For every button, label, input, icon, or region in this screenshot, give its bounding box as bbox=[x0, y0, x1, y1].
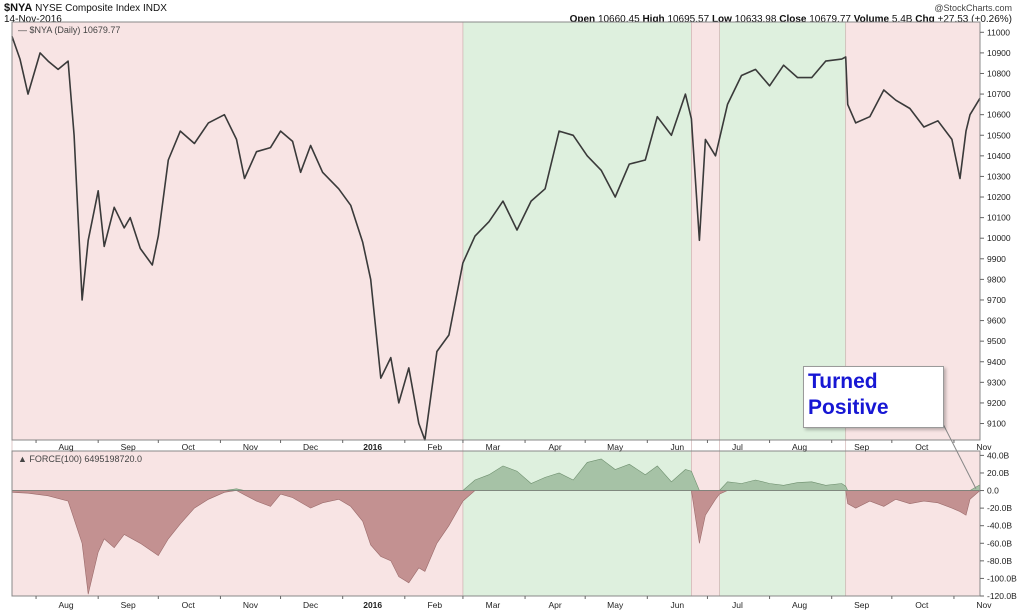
price-x-tick-label: 2016 bbox=[363, 442, 382, 452]
force-y-tick-label: 40.0B bbox=[987, 450, 1010, 460]
price-y-tick-label: 10900 bbox=[987, 48, 1011, 58]
force-x-tick-label: Nov bbox=[976, 600, 992, 610]
callout-pointer bbox=[940, 419, 977, 490]
price-y-tick-label: 9700 bbox=[987, 295, 1006, 305]
force-x-tick-label: Aug bbox=[58, 600, 73, 610]
price-y-tick-label: 9800 bbox=[987, 274, 1006, 284]
price-regime-band-1 bbox=[462, 22, 692, 440]
price-x-tick-label: Dec bbox=[303, 442, 319, 452]
open-value: 10660.45 bbox=[597, 14, 640, 25]
force-panel-frame bbox=[11, 450, 981, 597]
chart-date: 14-Nov-2016 bbox=[4, 14, 62, 25]
force-y-tick-label: 0.0 bbox=[987, 486, 999, 496]
high-label: High bbox=[642, 14, 665, 25]
force-x-tick-label: Nov bbox=[243, 600, 259, 610]
force-x-tick-label: Aug bbox=[792, 600, 807, 610]
price-y-tick-label: 10800 bbox=[987, 68, 1011, 78]
price-x-tick-label: Feb bbox=[427, 442, 442, 452]
force-regime-band-4 bbox=[845, 451, 980, 596]
price-x-tick-label: Sep bbox=[121, 442, 136, 452]
price-y-tick-label: 9900 bbox=[987, 254, 1006, 264]
price-x-tick-label: Oct bbox=[915, 442, 929, 452]
open-label: Open bbox=[569, 14, 596, 25]
price-x-tick-label: Nov bbox=[976, 442, 992, 452]
price-x-tick-label: Sep bbox=[854, 442, 869, 452]
low-value: 10633.98 bbox=[734, 14, 777, 25]
price-y-tick-label: 9300 bbox=[987, 377, 1006, 387]
force-x-tick-label: Jun bbox=[670, 600, 684, 610]
price-panel-frame bbox=[11, 21, 981, 441]
price-y-tick-label: 9400 bbox=[987, 357, 1006, 367]
price-y-tick-label: 10500 bbox=[987, 130, 1011, 140]
price-y-tick-label: 10700 bbox=[987, 89, 1011, 99]
price-y-tick-label: 9100 bbox=[987, 419, 1006, 429]
callout-line-1: Turned bbox=[808, 370, 878, 393]
force-x-tick-label: Dec bbox=[303, 600, 319, 610]
price-legend: — $NYA (Daily) 10679.77 bbox=[18, 25, 120, 35]
exchange: INDX bbox=[142, 3, 167, 14]
force-x-tick-label: Mar bbox=[486, 600, 501, 610]
volume-value: 5.4B bbox=[891, 14, 913, 25]
quote-summary: Open 10660.45 High 10695.57 Low 10633.98… bbox=[570, 14, 1012, 26]
price-y-tick-label: 10300 bbox=[987, 171, 1011, 181]
price-y-tick-label: 10200 bbox=[987, 192, 1011, 202]
price-y-tick-label: 10000 bbox=[987, 233, 1011, 243]
price-x-tick-label: Apr bbox=[548, 442, 561, 452]
force-y-tick-label: -80.0B bbox=[987, 556, 1012, 566]
price-y-tick-label: 10400 bbox=[987, 151, 1011, 161]
force-y-tick-label: 20.0B bbox=[987, 468, 1010, 478]
volume-label: Volume bbox=[853, 14, 890, 25]
force-regime-band-3 bbox=[719, 451, 846, 596]
chg-value: +27.53 (+0.26%) bbox=[937, 14, 1013, 25]
price-y-tick-label: 10600 bbox=[987, 110, 1011, 120]
price-y-tick-label: 11000 bbox=[987, 27, 1010, 37]
price-x-tick-label: Jun bbox=[670, 442, 684, 452]
force-regime-band-2 bbox=[691, 451, 720, 596]
high-value: 10695.57 bbox=[667, 14, 710, 25]
callout-line-2: Positive bbox=[808, 396, 889, 419]
force-x-tick-label: 2016 bbox=[363, 600, 382, 610]
price-y-tick-label: 9200 bbox=[987, 398, 1006, 408]
force-y-tick-label: -120.0B bbox=[987, 591, 1017, 601]
force-x-tick-label: May bbox=[607, 600, 624, 610]
index-name: NYSE Composite Index bbox=[35, 3, 141, 14]
force-y-tick-label: -20.0B bbox=[987, 503, 1012, 513]
low-label: Low bbox=[711, 14, 732, 25]
price-regime-band-2 bbox=[691, 22, 720, 440]
price-regime-band-0 bbox=[12, 22, 463, 440]
symbol: $NYA bbox=[4, 2, 33, 14]
price-x-tick-label: Aug bbox=[58, 442, 73, 452]
force-legend: ▲ FORCE(100) 6495198720.0 bbox=[18, 454, 142, 464]
price-line bbox=[11, 36, 981, 441]
force-y-tick-label: -60.0B bbox=[987, 538, 1012, 548]
close-value: 10679.77 bbox=[809, 14, 851, 25]
force-y-tick-label: -100.0B bbox=[987, 573, 1017, 583]
force-x-tick-label: Sep bbox=[121, 600, 136, 610]
price-x-tick-label: Aug bbox=[792, 442, 807, 452]
price-x-tick-label: Nov bbox=[243, 442, 259, 452]
chart-title: $NYA NYSE Composite Index INDX bbox=[4, 2, 167, 15]
chg-label: Chg bbox=[915, 14, 935, 25]
force-x-tick-label: Jul bbox=[732, 600, 743, 610]
force-x-tick-label: Feb bbox=[427, 600, 442, 610]
price-y-tick-label: 9600 bbox=[987, 316, 1006, 326]
force-x-tick-label: Oct bbox=[182, 600, 196, 610]
price-x-tick-label: Jul bbox=[732, 442, 743, 452]
turned-positive-callout: Turned Positive bbox=[803, 366, 944, 428]
force-x-tick-label: Sep bbox=[854, 600, 869, 610]
price-x-tick-label: Mar bbox=[486, 442, 501, 452]
credit: @StockCharts.com bbox=[934, 3, 1012, 13]
close-label: Close bbox=[779, 14, 807, 25]
force-y-tick-label: -40.0B bbox=[987, 521, 1012, 531]
force-x-tick-label: Oct bbox=[915, 600, 929, 610]
price-x-tick-label: Oct bbox=[182, 442, 196, 452]
force-x-tick-label: Apr bbox=[548, 600, 561, 610]
price-x-tick-label: May bbox=[607, 442, 624, 452]
price-y-tick-label: 9500 bbox=[987, 336, 1006, 346]
price-y-tick-label: 10100 bbox=[987, 213, 1011, 223]
